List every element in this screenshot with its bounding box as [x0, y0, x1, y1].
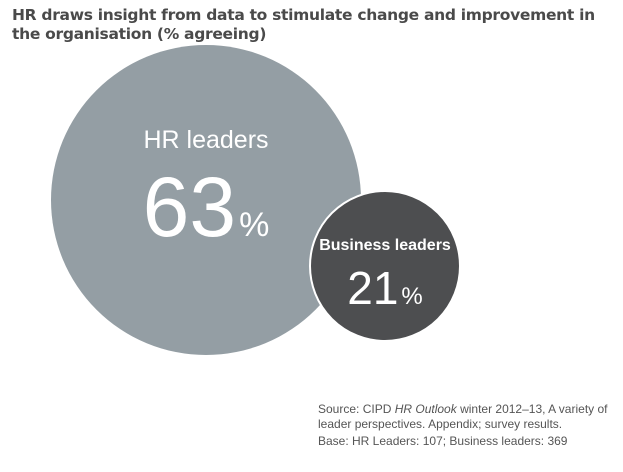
hr-leaders-label: HR leaders [143, 126, 268, 154]
publication-name: HR Outlook [394, 402, 457, 416]
business-leaders-bubble [309, 190, 461, 342]
chart-title: HR draws insight from data to stimulate … [12, 6, 595, 43]
hr-leaders-bubble [51, 45, 361, 355]
business-leaders-value: 21% [347, 262, 423, 314]
business-leaders-label: Business leaders [319, 237, 451, 254]
source-note: Source: CIPD HR Outlook winter 2012–13, … [318, 402, 618, 451]
base-note: Base: HR Leaders: 107; Business leaders:… [318, 434, 568, 448]
